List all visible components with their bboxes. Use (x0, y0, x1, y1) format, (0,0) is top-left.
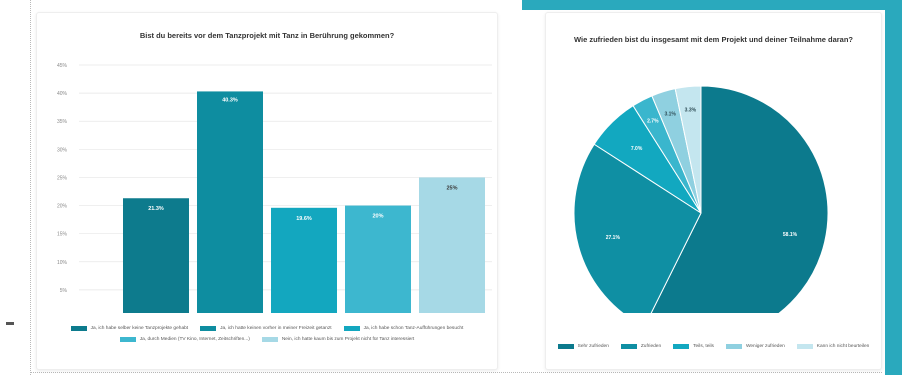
legend-item: Ja, ich habe selber keine Tanzprojekte g… (70, 326, 189, 331)
bar (345, 205, 411, 313)
pie-chart-legend: Sehr zufrieden Zufrieden Teils, teils Wenig… (546, 341, 881, 352)
legend-item: Zufrieden (620, 344, 662, 349)
legend-label: Ja, ich habe selber keine Tanzprojekte g… (90, 326, 189, 331)
pie-value-label: 7.0% (631, 146, 643, 152)
bar-chart: 0%5%10%15%20%25%30%35%40%45%21.3%40.3%19… (57, 63, 492, 313)
bar-chart-title: Bist du bereits vor dem Tanzprojekt mit … (139, 31, 395, 40)
legend-swatch (261, 337, 278, 342)
pie-slice (573, 143, 702, 313)
legend-label: Kann ich nicht beurteilen (816, 344, 870, 349)
legend-label: Sehr zufrieden (577, 344, 609, 349)
legend-swatch (200, 326, 217, 331)
y-tick-label: 30% (57, 147, 68, 153)
pie-slice (674, 85, 702, 214)
legend-label: Teils, teils (693, 344, 714, 349)
bar-value-label: 25% (446, 185, 457, 191)
legend-swatch (119, 337, 136, 342)
bar (197, 91, 263, 313)
legend-item: Ja, durch Medien (TV Kino, Internet, Zei… (119, 337, 250, 342)
y-tick-label: 5% (60, 288, 68, 294)
bar-value-label: 19.6% (296, 216, 312, 222)
y-tick-label: 15% (57, 232, 68, 238)
y-tick-label: 20% (57, 204, 68, 210)
legend-swatch (620, 344, 637, 349)
pie-value-label: 3.3% (685, 107, 697, 113)
legend-swatch (673, 344, 690, 349)
pie-chart: 58.1% 27.1% 7.0% 2.7% 3.1% 3.3% (573, 85, 829, 313)
legend-label: Ja, ich hatte keinen vorher in meiner Fr… (220, 326, 332, 331)
legend-swatch (343, 326, 360, 331)
bar (271, 207, 337, 313)
legend-item: Kann ich nicht beurteilen (796, 344, 870, 349)
legend-item: Sehr zufrieden (557, 344, 609, 349)
y-tick-label: 40% (57, 91, 68, 97)
legend-label: Zufrieden (640, 344, 662, 349)
legend-swatch (557, 344, 574, 349)
edge-mark (6, 322, 14, 325)
legend-label: Ja, ich habe schon Tanz-Aufführungen bes… (363, 326, 464, 331)
accent-stripe-right (885, 0, 902, 375)
bar-value-label: 21.3% (148, 206, 164, 212)
pie-value-label: 27.1% (606, 235, 621, 241)
legend-swatch (725, 344, 742, 349)
pie-value-label: 58.1% (783, 232, 798, 238)
dotted-frame-bottom (30, 372, 882, 374)
bar (123, 198, 189, 313)
bar-value-label: 20% (372, 214, 383, 220)
pie-chart-title: Wie zufrieden bist du insgesamt mit dem … (573, 35, 853, 44)
y-tick-label: 35% (57, 119, 68, 125)
bar-value-label: 40.3% (222, 97, 238, 103)
pie-value-label: 3.1% (664, 112, 676, 118)
pie-value-label: 2.7% (647, 119, 659, 125)
legend-label: Ja, durch Medien (TV Kino, Internet, Zei… (139, 337, 250, 342)
legend-item: Nein, ich hatte kaum bis zum Projekt nic… (261, 337, 415, 342)
legend-swatch (796, 344, 813, 349)
legend-item: Weniger zufrieden (725, 344, 785, 349)
legend-item: Teils, teils (673, 344, 714, 349)
dotted-frame-left (30, 0, 32, 375)
legend-swatch (70, 326, 87, 331)
bar (419, 177, 485, 313)
pie-chart-card: Wie zufrieden bist du insgesamt mit dem … (545, 12, 882, 370)
legend-label: Weniger zufrieden (745, 344, 785, 349)
accent-stripe-top (522, 0, 902, 10)
y-tick-label: 45% (57, 63, 68, 69)
legend-item: Ja, ich habe schon Tanz-Aufführungen bes… (343, 326, 464, 331)
bar-chart-card: Bist du bereits vor dem Tanzprojekt mit … (36, 12, 498, 370)
y-tick-label: 10% (57, 260, 68, 266)
legend-item: Ja, ich hatte keinen vorher in meiner Fr… (200, 326, 332, 331)
y-tick-label: 25% (57, 175, 68, 181)
legend-label: Nein, ich hatte kaum bis zum Projekt nic… (281, 337, 415, 342)
bar-chart-legend: Ja, ich habe selber keine Tanzprojekte g… (37, 323, 497, 345)
pie-slice (650, 85, 829, 313)
